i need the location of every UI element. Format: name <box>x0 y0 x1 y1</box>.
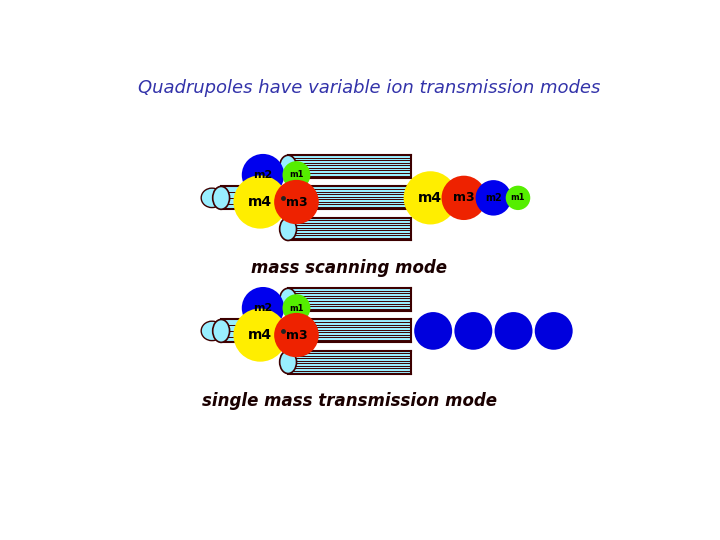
Text: m1: m1 <box>510 193 525 202</box>
Ellipse shape <box>201 188 222 207</box>
Ellipse shape <box>495 312 533 350</box>
Ellipse shape <box>242 287 284 329</box>
Text: single mass transmission mode: single mass transmission mode <box>202 392 497 409</box>
Ellipse shape <box>274 313 319 357</box>
Ellipse shape <box>233 308 287 362</box>
Ellipse shape <box>279 288 297 311</box>
Bar <box>288 186 411 210</box>
Ellipse shape <box>404 171 457 225</box>
Ellipse shape <box>279 320 297 342</box>
Bar <box>288 155 411 178</box>
Text: m1: m1 <box>289 171 304 179</box>
Text: m2: m2 <box>485 193 502 203</box>
Text: m3: m3 <box>286 195 307 208</box>
Ellipse shape <box>279 350 297 374</box>
Bar <box>221 320 252 342</box>
Ellipse shape <box>454 312 492 350</box>
Ellipse shape <box>274 180 319 224</box>
Ellipse shape <box>201 321 222 341</box>
Ellipse shape <box>414 312 452 350</box>
Ellipse shape <box>476 180 511 215</box>
Ellipse shape <box>282 294 310 322</box>
Text: Quadrupoles have variable ion transmission modes: Quadrupoles have variable ion transmissi… <box>138 79 600 97</box>
Ellipse shape <box>282 161 310 189</box>
Text: m2: m2 <box>253 303 273 313</box>
Ellipse shape <box>279 218 297 240</box>
Ellipse shape <box>212 186 230 210</box>
Text: m2: m2 <box>253 170 273 180</box>
Text: m1: m1 <box>289 303 304 313</box>
Ellipse shape <box>233 176 287 228</box>
Bar <box>288 350 411 374</box>
Text: m3: m3 <box>286 328 307 342</box>
Text: m4: m4 <box>248 328 272 342</box>
Ellipse shape <box>212 320 230 342</box>
Text: m4: m4 <box>248 195 272 209</box>
Text: m4: m4 <box>418 191 443 205</box>
Bar <box>221 186 252 210</box>
Bar <box>288 288 411 311</box>
Ellipse shape <box>535 312 572 350</box>
Ellipse shape <box>441 176 486 220</box>
Ellipse shape <box>279 186 297 210</box>
Text: m3: m3 <box>453 191 474 204</box>
Bar <box>288 320 411 342</box>
Ellipse shape <box>242 154 284 196</box>
Ellipse shape <box>279 155 297 178</box>
Text: mass scanning mode: mass scanning mode <box>251 259 447 276</box>
Ellipse shape <box>505 186 530 210</box>
Bar <box>288 218 411 240</box>
